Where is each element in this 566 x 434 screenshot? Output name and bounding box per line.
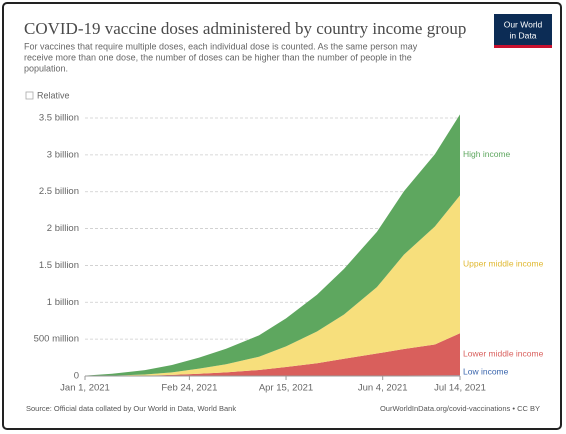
subtitle: receive more than one dose, the number o… [24,52,412,62]
y-tick-label: 3.5 billion [39,113,79,124]
series-label: Lower middle income [463,349,544,359]
area [85,333,460,376]
credit: OurWorldInData.org/covid-vaccinations • … [380,404,540,413]
checkbox[interactable] [25,91,34,100]
logo-text: in Data [510,30,537,40]
x-tick-label: Jul 14, 2021 [434,383,486,394]
y-tick-label: 3 billion [47,149,79,160]
x-tick-label: Apr 15, 2021 [259,383,313,394]
logo [494,14,552,48]
series-label: High income [463,149,511,159]
logo-text: Our World [504,19,543,29]
chart-title: COVID-19 vaccine doses administered by c… [24,19,466,38]
y-tick-label: 1.5 billion [39,260,79,271]
y-tick-label: 2 billion [47,223,79,234]
x-tick-label: Jun 4, 2021 [358,383,408,394]
y-tick-label: 0 [74,371,79,382]
series-label: Upper middle income [463,259,544,269]
y-tick-label: 500 million [34,334,79,345]
y-tick-label: 2.5 billion [39,186,79,197]
area [85,195,460,376]
subtitle: population. [24,63,68,73]
area [85,114,460,376]
subtitle: For vaccines that require multiple doses… [24,41,418,51]
x-tick-label: Jan 1, 2021 [60,383,110,394]
series-label: Low income [463,366,509,376]
logo-bar [494,45,552,48]
y-tick-label: 1 billion [47,297,79,308]
x-tick-label: Feb 24, 2021 [161,383,217,394]
source: Source: Official data collated by Our Wo… [26,404,236,413]
toggle-label[interactable]: Relative [37,90,70,100]
